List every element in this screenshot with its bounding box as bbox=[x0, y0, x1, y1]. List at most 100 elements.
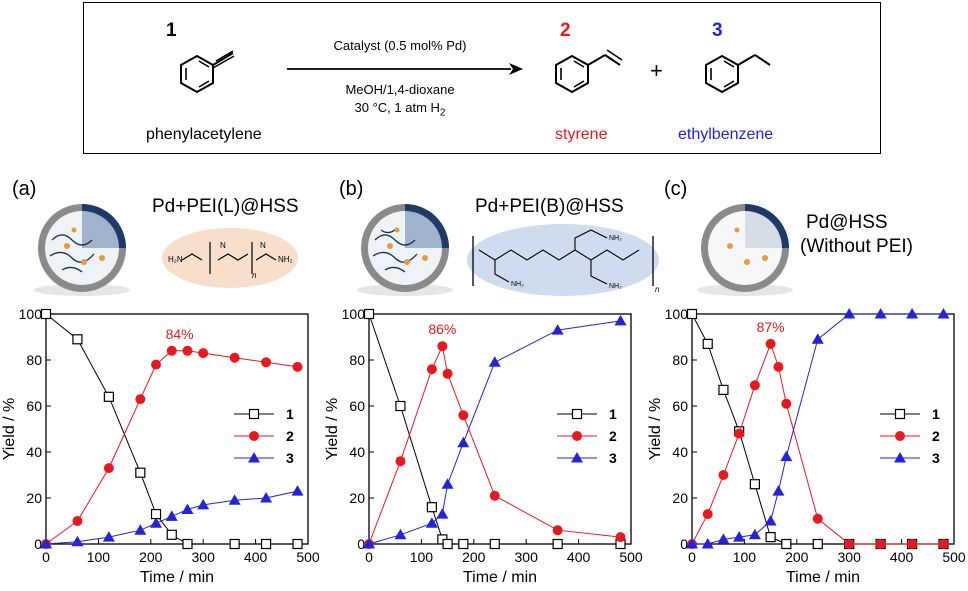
series-3-line bbox=[368, 320, 621, 545]
peak-yield-annotation: 87% bbox=[757, 319, 785, 335]
peak-yield-annotation: 84% bbox=[166, 326, 194, 342]
series-2-line bbox=[368, 344, 621, 545]
y-tick-label: 60 bbox=[26, 398, 42, 414]
reactant-name: phenylacetylene bbox=[146, 126, 262, 143]
y-tick-label: 100 bbox=[342, 306, 366, 322]
legend-marker bbox=[248, 408, 260, 420]
product-a-name: styrene bbox=[555, 126, 608, 143]
x-tick-label: 0 bbox=[365, 549, 373, 565]
series-3-point bbox=[457, 436, 470, 448]
panel-b-label: (b) bbox=[339, 178, 364, 200]
series-1-point bbox=[442, 538, 453, 550]
reactant-number: 1 bbox=[166, 20, 177, 41]
reaction-scheme-box bbox=[83, 2, 881, 154]
legend-label: 1 bbox=[932, 406, 940, 422]
series-2-point bbox=[458, 410, 469, 421]
legend-label: 1 bbox=[609, 406, 617, 422]
legend-marker bbox=[571, 408, 583, 420]
y-tick-label: 80 bbox=[26, 352, 42, 368]
series-3-point bbox=[425, 517, 438, 528]
series-1-point bbox=[426, 502, 437, 513]
x-tick-label: 200 bbox=[139, 549, 163, 565]
series-3-point bbox=[40, 538, 52, 549]
y-axis-label: Yield / % bbox=[1, 398, 18, 461]
legend-label: 2 bbox=[286, 428, 294, 444]
series-2-point bbox=[135, 394, 146, 405]
y-axis-label: Yield / % bbox=[647, 398, 664, 461]
series-3-point bbox=[363, 538, 375, 549]
series-1-point bbox=[458, 538, 469, 550]
x-axis-label: Time / min bbox=[463, 569, 537, 586]
series-1-point bbox=[552, 538, 563, 550]
series-3-point bbox=[394, 528, 407, 540]
series-2-point bbox=[875, 539, 886, 549]
y-tick-label: 60 bbox=[349, 398, 365, 414]
x-tick-label: 500 bbox=[942, 549, 966, 565]
series-1-line bbox=[368, 313, 621, 545]
y-tick-label: 20 bbox=[672, 490, 688, 506]
series-1-point bbox=[72, 334, 83, 345]
series-1-point bbox=[749, 479, 760, 490]
y-tick-label: 80 bbox=[349, 352, 365, 368]
ethylbenzene-structure bbox=[705, 54, 771, 94]
series-1-point bbox=[702, 338, 713, 350]
series-2-point bbox=[229, 352, 240, 363]
series-1-point bbox=[812, 538, 823, 550]
chart-c: 0 100 200 300 400 500 0 20 40 60 80 100 Time / min Yi… bbox=[647, 306, 966, 586]
solvent-label: MeOH/1,4-dioxane bbox=[345, 82, 455, 97]
y-tick-label: 80 bbox=[672, 352, 688, 368]
legend-label: 3 bbox=[932, 450, 940, 466]
x-axis-label: Time / min bbox=[786, 569, 860, 586]
reaction-arrow bbox=[287, 63, 523, 75]
legend-marker bbox=[894, 452, 906, 463]
series-3-point bbox=[748, 528, 761, 540]
x-tick-label: 100 bbox=[733, 549, 757, 565]
series-3-point bbox=[717, 533, 730, 544]
panel-c-subtitle: (Without PEI) bbox=[800, 236, 913, 257]
series-1-point bbox=[260, 538, 272, 550]
panel-a-title: Pd+PEI(L)@HSS bbox=[152, 196, 299, 217]
product-b-name: ethylbenzene bbox=[678, 126, 774, 143]
styrene-structure bbox=[555, 49, 623, 94]
series-3-point bbox=[772, 485, 785, 496]
series-2-point bbox=[261, 357, 272, 368]
x-tick-label: 0 bbox=[42, 549, 50, 565]
series-3-point bbox=[436, 508, 449, 519]
phenylacetylene-structure bbox=[180, 50, 235, 94]
series-2-point bbox=[615, 532, 626, 543]
series-1-point bbox=[103, 391, 114, 402]
series-3-point bbox=[181, 503, 194, 514]
series-2-point bbox=[552, 525, 563, 536]
series-1-point bbox=[229, 538, 240, 550]
legend-label: 2 bbox=[609, 428, 617, 444]
series-2-point bbox=[489, 490, 500, 501]
series-1-point bbox=[363, 308, 375, 320]
svg-text:NH₂: NH₂ bbox=[609, 283, 622, 290]
series-1-point bbox=[395, 400, 406, 412]
y-tick-label: 0 bbox=[34, 536, 42, 552]
x-tick-label: 400 bbox=[244, 549, 268, 565]
y-tick-label: 20 bbox=[349, 490, 365, 506]
series-3-point bbox=[102, 531, 115, 542]
series-2-point bbox=[718, 470, 729, 480]
svg-text:H₂N: H₂N bbox=[168, 255, 183, 264]
series-3-point bbox=[260, 492, 273, 503]
legend-marker bbox=[249, 431, 259, 441]
series-3-point bbox=[197, 498, 210, 510]
legend-marker bbox=[572, 431, 582, 441]
series-2-point bbox=[166, 345, 177, 356]
series-3-point bbox=[764, 515, 777, 526]
series-3-point bbox=[701, 538, 714, 549]
plot-frame bbox=[691, 313, 955, 545]
series-3-point bbox=[874, 308, 887, 319]
y-tick-label: 40 bbox=[26, 444, 42, 460]
x-tick-label: 300 bbox=[515, 549, 539, 565]
series-1-point bbox=[686, 308, 698, 320]
conditions-text: 30 °C, 1 atm H bbox=[354, 100, 440, 115]
series-2-point bbox=[395, 456, 406, 467]
series-2-point bbox=[773, 361, 784, 372]
svg-text:NH₂: NH₂ bbox=[511, 281, 524, 288]
peak-yield-annotation: 86% bbox=[428, 321, 456, 337]
series-2-point bbox=[938, 539, 949, 549]
product-a-number: 2 bbox=[560, 20, 571, 41]
